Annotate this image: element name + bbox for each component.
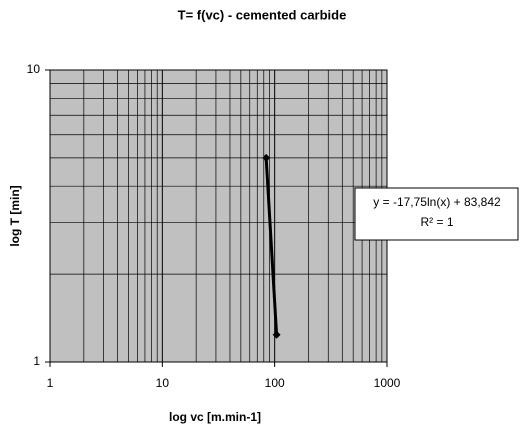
chart-title: T= f(vc) - cemented carbide	[178, 7, 347, 22]
y-tick-label: 1	[33, 354, 40, 368]
x-tick-label: 10	[156, 376, 170, 390]
y-axis-label: log T [min]	[8, 185, 22, 246]
x-tick-label: 100	[265, 376, 285, 390]
x-tick-label: 1000	[374, 376, 401, 390]
annotation-text: R² = 1	[420, 215, 453, 229]
x-tick-label: 1	[47, 376, 54, 390]
plot-area	[49, 69, 388, 363]
data-marker	[262, 153, 271, 162]
annotation-text: y = -17,75ln(x) + 83,842	[373, 195, 501, 209]
y-tick-label: 10	[27, 62, 41, 76]
data-line	[264, 157, 279, 335]
annotation-box	[354, 187, 519, 241]
data-marker	[272, 330, 281, 339]
x-axis-label: log vc [m.min-1]	[169, 410, 261, 424]
